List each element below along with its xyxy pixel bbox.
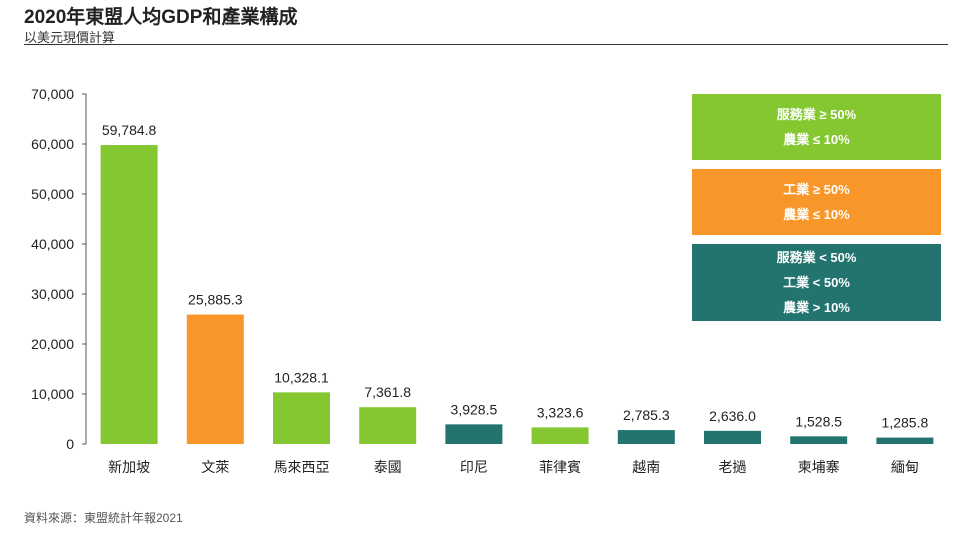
bar-value-label: 59,784.8: [102, 122, 157, 138]
legend-other: 服務業 < 50% 工業 < 50% 農業 > 10%: [692, 244, 941, 321]
bar: [704, 430, 761, 444]
y-tick-label: 70,000: [31, 86, 74, 102]
y-tick-label: 30,000: [31, 286, 74, 302]
legend-other-line-3: 農業 > 10%: [783, 300, 850, 315]
y-tick-label: 60,000: [31, 136, 74, 152]
y-tick-label: 20,000: [31, 336, 74, 352]
bar: [359, 407, 417, 444]
legend-other-line-1: 服務業 < 50%: [776, 250, 857, 265]
bar: [100, 145, 158, 445]
bar-value-label: 25,885.3: [188, 292, 243, 308]
y-tick-label: 10,000: [31, 386, 74, 402]
x-tick-label: 越南: [632, 459, 660, 475]
bar: [531, 427, 589, 444]
bar-value-label: 1,528.5: [795, 413, 842, 429]
x-tick-label: 新加坡: [108, 459, 150, 475]
x-tick-label: 老撾: [719, 459, 747, 475]
legend-services-line-2: 農業 ≤ 10%: [783, 132, 850, 147]
x-tick-label: 緬甸: [891, 459, 919, 475]
bar: [617, 430, 675, 444]
x-tick-label: 印尼: [460, 459, 488, 475]
page-title: 2020年東盟人均GDP和產業構成: [24, 7, 298, 28]
y-tick-label: 0: [66, 436, 74, 452]
legend-industry-line-1: 工業 ≥ 50%: [783, 182, 850, 197]
legend-industry: 工業 ≥ 50% 農業 ≤ 10%: [692, 169, 941, 235]
bar-value-label: 2,785.3: [623, 407, 670, 423]
y-tick-label: 40,000: [31, 236, 74, 252]
bar: [273, 392, 330, 444]
y-tick-label: 50,000: [31, 186, 74, 202]
bar-value-label: 3,928.5: [451, 401, 498, 417]
page-subtitle: 以美元現價計算: [24, 30, 116, 45]
title-divider: [24, 44, 948, 45]
x-tick-label: 泰國: [374, 459, 402, 475]
legend-other-line-2: 工業 < 50%: [783, 275, 850, 290]
source-note: 資料來源：東盟統計年報2021: [24, 511, 183, 525]
bar-value-label: 3,323.6: [537, 404, 584, 420]
legend-services-line-1: 服務業 ≥ 50%: [776, 107, 857, 122]
bar: [186, 314, 244, 444]
bar-value-label: 10,328.1: [274, 369, 329, 385]
bar-value-label: 2,636.0: [709, 408, 756, 424]
x-tick-label: 文萊: [201, 459, 229, 475]
x-tick-label: 馬來西亞: [274, 459, 330, 475]
legend-industry-line-2: 農業 ≤ 10%: [783, 207, 850, 222]
bar: [445, 424, 503, 444]
x-tick-label: 柬埔寨: [798, 459, 840, 475]
bar: [790, 436, 848, 444]
legend-services: 服務業 ≥ 50% 農業 ≤ 10%: [692, 94, 941, 160]
x-tick-label: 菲律賓: [539, 459, 581, 475]
bar: [876, 437, 934, 444]
bar-value-label: 7,361.8: [364, 384, 411, 400]
bar-value-label: 1,285.8: [882, 415, 929, 431]
